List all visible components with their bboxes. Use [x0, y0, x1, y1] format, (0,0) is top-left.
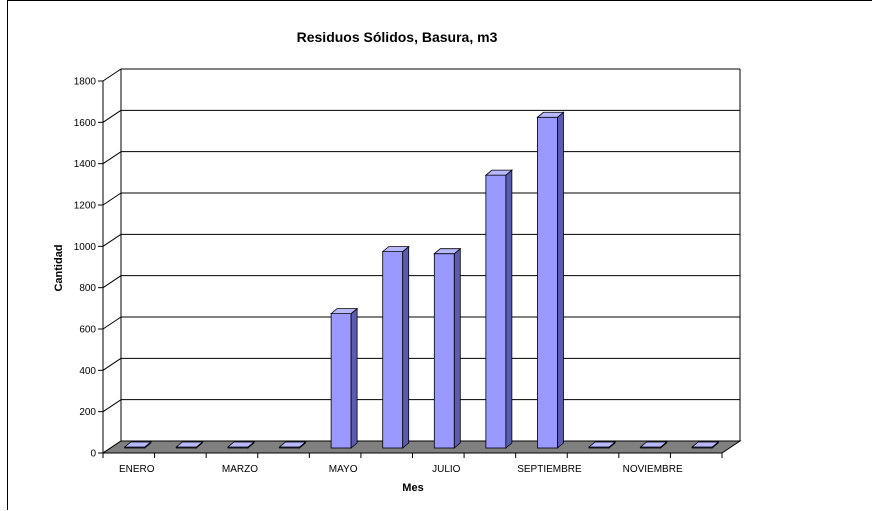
- bar-layer: [123, 111, 720, 449]
- bar-top: [278, 441, 307, 448]
- y-tick-label: 600: [79, 325, 96, 336]
- x-tick-label: MARZO: [222, 464, 258, 475]
- gridline-side: [102, 151, 122, 165]
- bar: [175, 441, 204, 449]
- bar-top: [536, 111, 565, 118]
- x-tick-label: JULIO: [432, 464, 461, 475]
- y-tick-label: 1400: [74, 159, 97, 170]
- bar: [433, 247, 462, 449]
- x-tick-label: NOVIEMBRE: [623, 464, 683, 475]
- bar: [484, 169, 513, 449]
- bar-front: [330, 313, 352, 449]
- bar: [123, 441, 152, 449]
- bar-top: [691, 441, 720, 448]
- bar: [278, 441, 307, 449]
- gridline-side: [102, 399, 122, 413]
- bar-top: [226, 441, 256, 448]
- bar-side: [557, 111, 564, 449]
- bar: [330, 307, 359, 449]
- chart-title: Residuos Sólidos, Basura, m3: [297, 29, 498, 45]
- bar-top: [433, 248, 462, 255]
- x-tick-label: ENERO: [119, 464, 155, 475]
- bar-front: [433, 253, 455, 449]
- bar-side: [402, 245, 410, 449]
- bar-top: [484, 169, 513, 176]
- bar-top: [639, 441, 668, 448]
- grid-layer: [102, 68, 741, 454]
- y-tick-label: 1600: [74, 118, 97, 129]
- x-axis-title: Mes: [402, 482, 423, 494]
- y-tick-label: 400: [79, 366, 96, 377]
- gridline-side: [102, 233, 122, 247]
- x-tick-label: SEPTIEMBRE: [517, 464, 582, 475]
- gridline-side: [102, 68, 122, 82]
- bar-front: [485, 174, 507, 449]
- chart-frame: [7, 0, 872, 510]
- gridline-side: [102, 109, 122, 123]
- y-tick-label: 1000: [74, 242, 97, 253]
- y-tick-label: 1800: [74, 77, 97, 88]
- y-axis-title: Cantidad: [53, 244, 65, 291]
- bar-top: [381, 246, 410, 253]
- axis-layer: [98, 80, 723, 458]
- bar-top: [587, 441, 617, 448]
- tick-layer: 0 200 400 600 800 1000 1200 1400 1600 1800 ENERO MA…: [74, 77, 683, 476]
- bar: [381, 245, 410, 449]
- y-tick-label: 800: [79, 283, 96, 294]
- bar-front: [382, 251, 404, 449]
- bar-front: [537, 116, 558, 449]
- bar-side: [350, 307, 358, 449]
- bar-top: [175, 441, 204, 448]
- bar: [226, 441, 256, 449]
- y-tick-label: 1200: [74, 201, 97, 212]
- bar-side: [505, 169, 513, 449]
- y-tick-label: 200: [79, 407, 96, 418]
- bar-side: [453, 247, 461, 449]
- bar: [691, 441, 720, 449]
- bar: [587, 441, 617, 449]
- bar-top: [330, 308, 359, 315]
- gridline-side: [102, 316, 122, 330]
- gridline-side: [102, 192, 122, 206]
- gridline-side: [102, 275, 122, 289]
- bar: [639, 441, 668, 449]
- bar: [536, 111, 565, 449]
- x-tick-label: MAYO: [329, 464, 358, 475]
- bar-top: [123, 441, 152, 448]
- y-tick-label: 0: [90, 449, 96, 460]
- gridline-side: [102, 357, 122, 371]
